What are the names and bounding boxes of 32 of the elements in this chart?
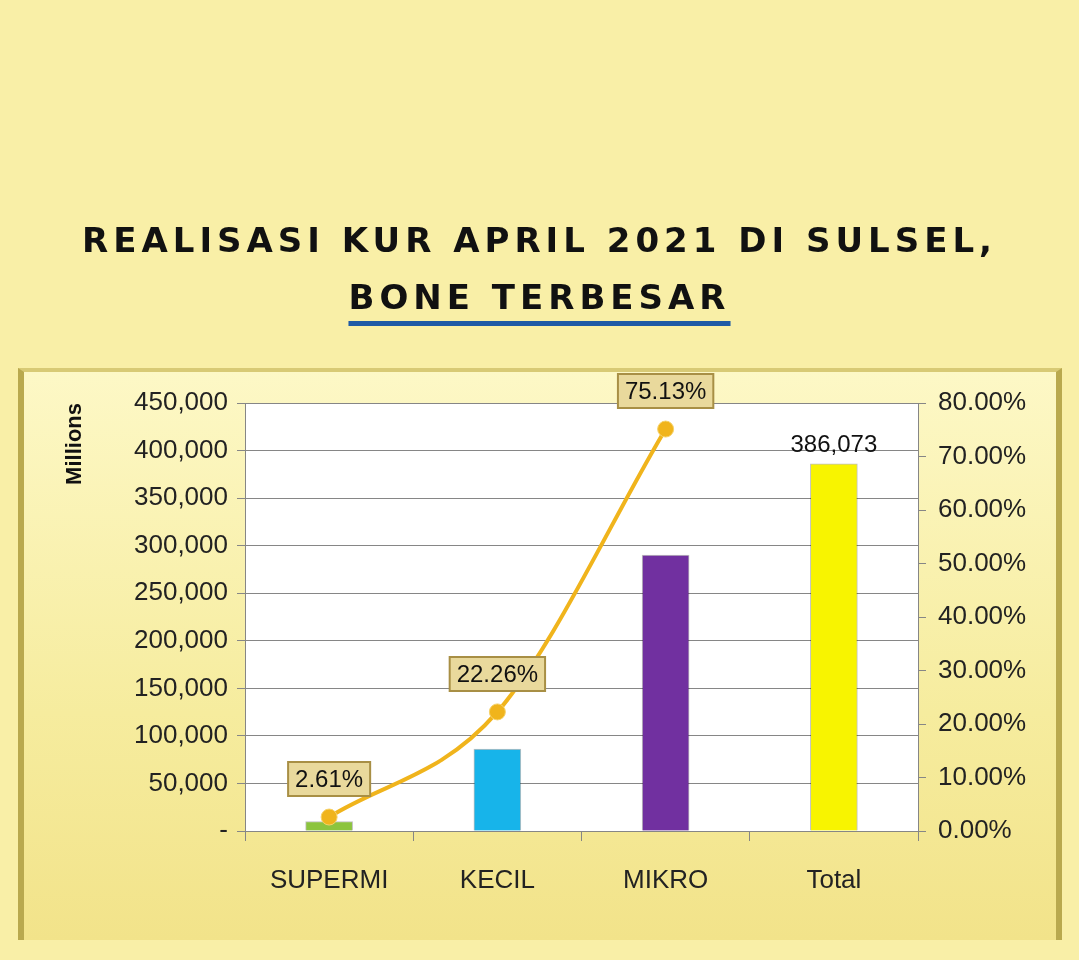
y2-tick-label: 20.00% <box>938 707 1027 738</box>
point <box>320 808 338 826</box>
y2-tick-label: 50.00% <box>938 546 1027 577</box>
y2-tick-label: 40.00% <box>938 600 1027 631</box>
x-tick-label: SUPERMI <box>269 863 389 894</box>
x-tick-label: Total <box>806 863 862 894</box>
y-axis-title: Millions <box>61 403 87 485</box>
chart-title: REALISASI KUR APRIL 2021 DI SULSEL, BONE TERBESAR <box>82 220 997 317</box>
y2-tick-label: 30.00% <box>938 653 1027 684</box>
x-tick-label: KECIL <box>459 863 535 894</box>
data-label: 22.26% <box>456 659 539 687</box>
y-tick-label: 250,000 <box>134 576 228 607</box>
y-tick-label: 200,000 <box>134 623 228 654</box>
point <box>488 703 506 721</box>
y-tick-label: - <box>219 814 228 845</box>
y2-tick-label: 60.00% <box>938 493 1027 524</box>
y-tick-label: 50,000 <box>148 766 228 797</box>
data-label: 386,073 <box>790 430 878 458</box>
y2-tick-label: 0.00% <box>938 814 1012 845</box>
y2-tick-label: 10.00% <box>938 760 1027 791</box>
y-tick-label: 450,000 <box>134 386 228 417</box>
y-tick-label: 100,000 <box>134 719 228 750</box>
y2-tick-label: 70.00% <box>938 439 1027 470</box>
x-tick-label: MIKRO <box>623 863 709 894</box>
data-label: 2.61% <box>295 764 364 792</box>
y-tick-label: 350,000 <box>134 481 228 512</box>
y-tick-label: 300,000 <box>134 528 228 559</box>
data-label: 75.13% <box>624 376 707 404</box>
y-tick-label: 400,000 <box>134 433 228 464</box>
point <box>657 420 675 438</box>
y2-tick-label: 80.00% <box>938 386 1027 417</box>
y-tick-label: 150,000 <box>134 671 228 702</box>
